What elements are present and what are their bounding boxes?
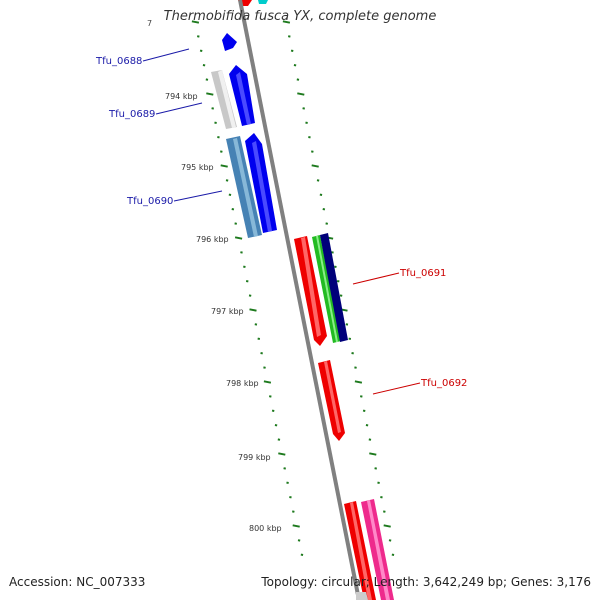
right-scale-tick — [369, 452, 377, 456]
top-cropped-scale-label: 7 — [147, 19, 152, 28]
gene-leader-line — [173, 190, 223, 202]
scale-labels: 794 kbp 795 kbp 796 kbp 797 kbp 798 kbp 799 k… — [165, 92, 282, 533]
gene-tfu0690-highlight — [252, 141, 272, 232]
map-title: Thermobifida fusca YX, complete genome — [163, 9, 437, 24]
scale-label: 794 kbp — [165, 92, 198, 101]
scale-label: 799 kbp — [238, 453, 271, 462]
scale-label: 800 kbp — [249, 524, 282, 533]
scale-label: 796 kbp — [196, 235, 229, 244]
gene-leader-line — [352, 272, 400, 285]
gene-tfu0692[interactable] — [318, 360, 345, 441]
top-cyan-feature — [258, 0, 268, 4]
scale-label: 797 kbp — [211, 307, 244, 316]
gene-tfu0691-red-highlight — [301, 237, 321, 337]
gene-tfu0691-green-highlight — [316, 236, 338, 342]
scale-label: 795 kbp — [181, 163, 214, 172]
left-scale-tick — [292, 524, 300, 528]
right-scale-tick — [311, 164, 319, 168]
gene-label[interactable]: Tfu_0691 — [399, 268, 446, 279]
gene-leader-line — [142, 48, 190, 62]
right-scale-tick — [354, 380, 363, 384]
genome-summary-text: Topology: circular; Length: 3,642,249 bp… — [261, 575, 591, 589]
left-scale-tick — [278, 452, 286, 456]
right-scale-tick — [297, 92, 305, 96]
bottom-pink-highlight — [367, 500, 390, 600]
gene-tfu0691-navy[interactable] — [320, 233, 348, 342]
right-scale-ticks — [282, 20, 395, 557]
left-scale-tick — [234, 236, 243, 240]
gene-tfu0689-shadow-highlight — [218, 70, 236, 128]
gene-label[interactable]: Tfu_0688 — [95, 56, 142, 67]
gene-label[interactable]: Tfu_0692 — [420, 378, 467, 389]
scale-label: 798 kbp — [226, 379, 259, 388]
gene-tfu0688[interactable] — [222, 33, 237, 51]
gene-label[interactable]: Tfu_0689 — [108, 109, 155, 120]
gene-label[interactable]: Tfu_0690 — [126, 196, 173, 207]
left-scale-tick — [249, 308, 257, 312]
left-scale-tick — [191, 20, 200, 24]
left-scale-tick — [263, 380, 272, 384]
bottom-grey-feature — [356, 592, 368, 600]
left-scale-tick — [206, 92, 214, 96]
right-scale-tick — [383, 524, 391, 528]
accession-text: Accession: NC_007333 — [9, 575, 146, 589]
left-scale-ticks — [191, 20, 304, 557]
gene-tfu0689-highlight — [236, 72, 251, 125]
gene-callouts: Tfu_0688 Tfu_0689 Tfu_0690 Tfu_0691 Tfu_0692 — [95, 48, 467, 395]
gene-leader-line — [155, 102, 203, 115]
left-scale-tick — [220, 164, 228, 168]
gene-tfu0692-highlight — [324, 361, 341, 433]
gene-tfu0690-shadow-highlight — [233, 138, 258, 237]
gene-leader-line — [372, 382, 421, 395]
right-scale-tick — [282, 20, 291, 24]
bottom-red-highlight — [350, 502, 372, 600]
genome-backbone — [238, 0, 361, 600]
